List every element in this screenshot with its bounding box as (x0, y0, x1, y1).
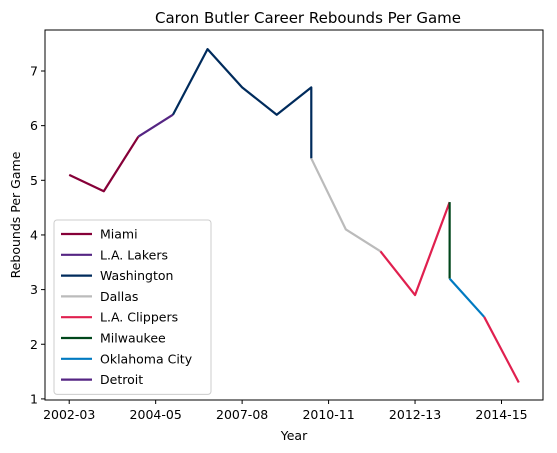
plot-area-frame (44, 29, 544, 401)
legend-label-milwaukee: Milwaukee (100, 331, 166, 346)
y-axis-ticks: 1 2 3 4 5 6 7 (30, 63, 45, 406)
x-tick-label: 2002-03 (43, 407, 95, 422)
legend-label-l-a-clippers: L.A. Clippers (100, 310, 178, 325)
legend-label-dallas: Dallas (100, 289, 138, 304)
y-tick-label: 1 (30, 391, 38, 406)
series-line-l-a-lakers (137, 113, 174, 138)
x-tick-label: 2014-15 (475, 407, 527, 422)
y-tick-label: 6 (30, 118, 38, 133)
series-line-washington (171, 48, 313, 159)
legend-label-detroit: Detroit (100, 372, 143, 387)
series-line-miami (68, 135, 140, 193)
series-line-dallas (310, 157, 382, 253)
legend-label-miami: Miami (100, 227, 138, 242)
y-tick-label: 7 (30, 63, 38, 78)
x-axis-ticks: 2002-03 2004-05 2007-08 2010-11 2012-13 2014-… (43, 400, 528, 422)
x-tick-label: 2010-11 (302, 407, 354, 422)
plot-lines (68, 48, 520, 384)
x-tick-label: 2007-08 (216, 407, 268, 422)
legend-label-washington: Washington (100, 268, 173, 283)
x-tick-label: 2004-05 (130, 407, 182, 422)
y-tick-label: 4 (30, 227, 38, 242)
y-tick-label: 3 (30, 282, 38, 297)
series-line-l-a-clippers-segment (483, 316, 520, 384)
y-axis-label: Rebounds Per Game (8, 151, 23, 278)
legend-box (53, 219, 212, 395)
y-tick-label: 2 (30, 337, 38, 352)
y-tick-label: 5 (30, 173, 38, 188)
chart-title: Caron Butler Career Rebounds Per Game (155, 9, 461, 27)
x-tick-label: 2012-13 (389, 407, 441, 422)
legend-label-l-a-lakers: L.A. Lakers (100, 247, 168, 262)
legend: Miami L.A. Lakers Washington Dallas L.A. Cli… (53, 219, 212, 395)
legend-label-oklahoma-city: Oklahoma City (100, 351, 193, 366)
x-axis-label: Year (280, 428, 308, 443)
series-line-oklahoma-city (448, 277, 486, 318)
series-line-l-a-clippers (379, 201, 451, 297)
